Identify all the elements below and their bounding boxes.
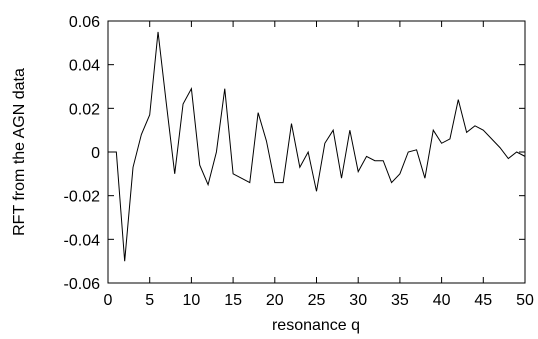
x-tick-label: 10 [183,292,201,309]
x-tick-label: 35 [391,292,409,309]
y-axis-label: RFT from the AGN data [11,68,28,236]
x-tick-label: 25 [308,292,326,309]
x-tick-label: 40 [433,292,451,309]
y-tick-label: 0.02 [69,101,100,118]
axis-ticks [107,20,526,284]
x-tick-label: 15 [224,292,242,309]
y-tick-label: -0.02 [64,189,101,206]
x-tick-label: 0 [104,292,113,309]
x-axis-label: resonance q [272,317,360,334]
y-tick-label: 0.04 [69,58,100,75]
x-tick-label: 30 [349,292,367,309]
series-line-0 [108,31,526,262]
plot-frame [107,20,526,284]
y-tick-label: -0.06 [64,276,101,293]
x-tick-label: 50 [516,292,534,309]
y-tick-label: 0.06 [69,14,100,31]
tick-labels: 0 5 10 15 20 25 30 35 40 45 50 -0.06 -0.04 -0.02 0 0.02… [64,14,534,309]
x-tick-label: 5 [145,292,154,309]
x-tick-label: 45 [474,292,492,309]
x-tick-label: 20 [266,292,284,309]
series-group [108,31,526,262]
y-tick-label: 0 [91,145,100,162]
y-tick-label: -0.04 [64,232,101,249]
